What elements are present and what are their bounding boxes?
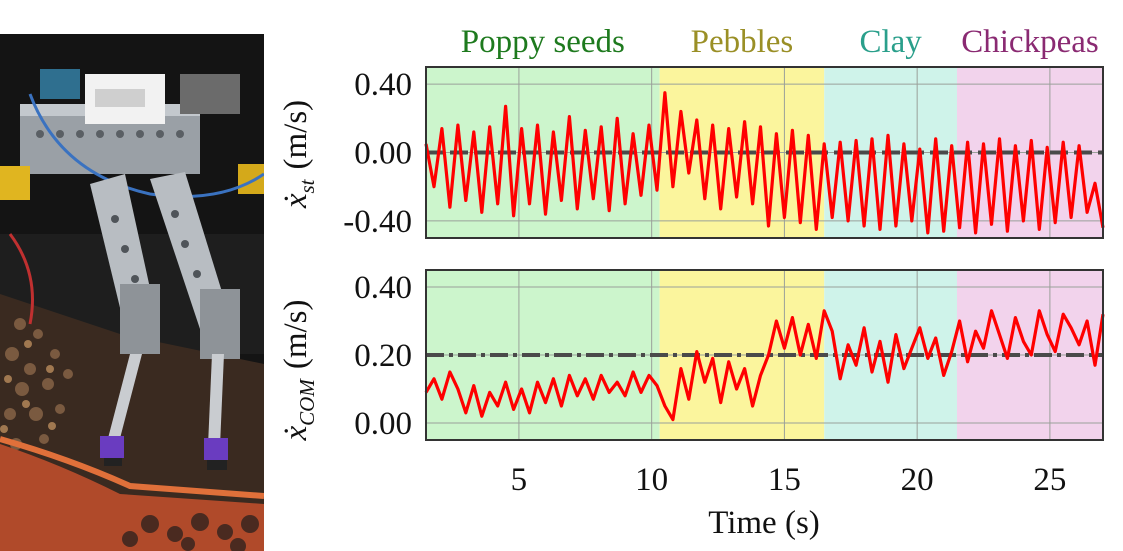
bottom-y-symbol: ẋ: [278, 426, 314, 442]
top-y-axis-label: ẋst (m/s): [278, 100, 319, 209]
terrain-region-labels: Poppy seeds Pebbles Clay Chickpeas: [461, 24, 1099, 60]
bottom-y-tick-labels: 0.40 0.20 0.00: [354, 270, 412, 442]
bottom-y-axis-label: ẋCOM (m/s): [278, 300, 319, 442]
x-tick-2: 15: [768, 462, 801, 498]
bot-ytick-1: 0.20: [354, 338, 412, 374]
top-ytick-2: -0.40: [343, 204, 412, 240]
top-ytick-0: 0.40: [354, 67, 412, 103]
top-y-unit: (m/s): [278, 100, 314, 170]
bottom-y-unit: (m/s): [278, 300, 314, 370]
x-tick-3: 20: [901, 462, 934, 498]
region-label-2: Clay: [859, 24, 922, 60]
top-y-symbol: ẋ: [278, 193, 314, 209]
top-y-subscript: st: [295, 178, 319, 193]
region-label-1: Pebbles: [691, 24, 794, 60]
x-tick-1: 10: [635, 462, 668, 498]
bottom-y-subscript: COM: [295, 378, 319, 426]
x-tick-0: 5: [511, 462, 528, 498]
robot-photo: [0, 34, 264, 551]
bot-ytick-0: 0.40: [354, 270, 412, 306]
stance-velocity-panel: 0.40 0.00 -0.40 ẋst (m/s): [278, 66, 1105, 240]
stance-velocity-series: [424, 91, 1105, 235]
bottom-axes-frame: [425, 269, 1104, 441]
com-velocity-panel: 0.40 0.20 0.00 5 10 15 20 25 ẋCOM (m/s) Time (s…: [278, 269, 1105, 541]
region-label-0: Poppy seeds: [461, 24, 625, 60]
com-velocity-series: [424, 309, 1105, 422]
top-axes-frame: [425, 66, 1104, 239]
x-axis-label: Time (s): [708, 505, 820, 541]
x-tick-4: 25: [1033, 462, 1066, 498]
top-y-tick-labels: 0.40 0.00 -0.40: [343, 67, 412, 240]
bottom-x-tick-labels: 5 10 15 20 25: [511, 462, 1067, 498]
velocity-chart: Poppy seeds Pebbles Clay Chickpeas 0.40 0.00…: [278, 24, 1105, 541]
region-label-3: Chickpeas: [961, 24, 1098, 60]
bot-ytick-2: 0.00: [354, 406, 412, 442]
top-ytick-1: 0.00: [354, 136, 412, 172]
